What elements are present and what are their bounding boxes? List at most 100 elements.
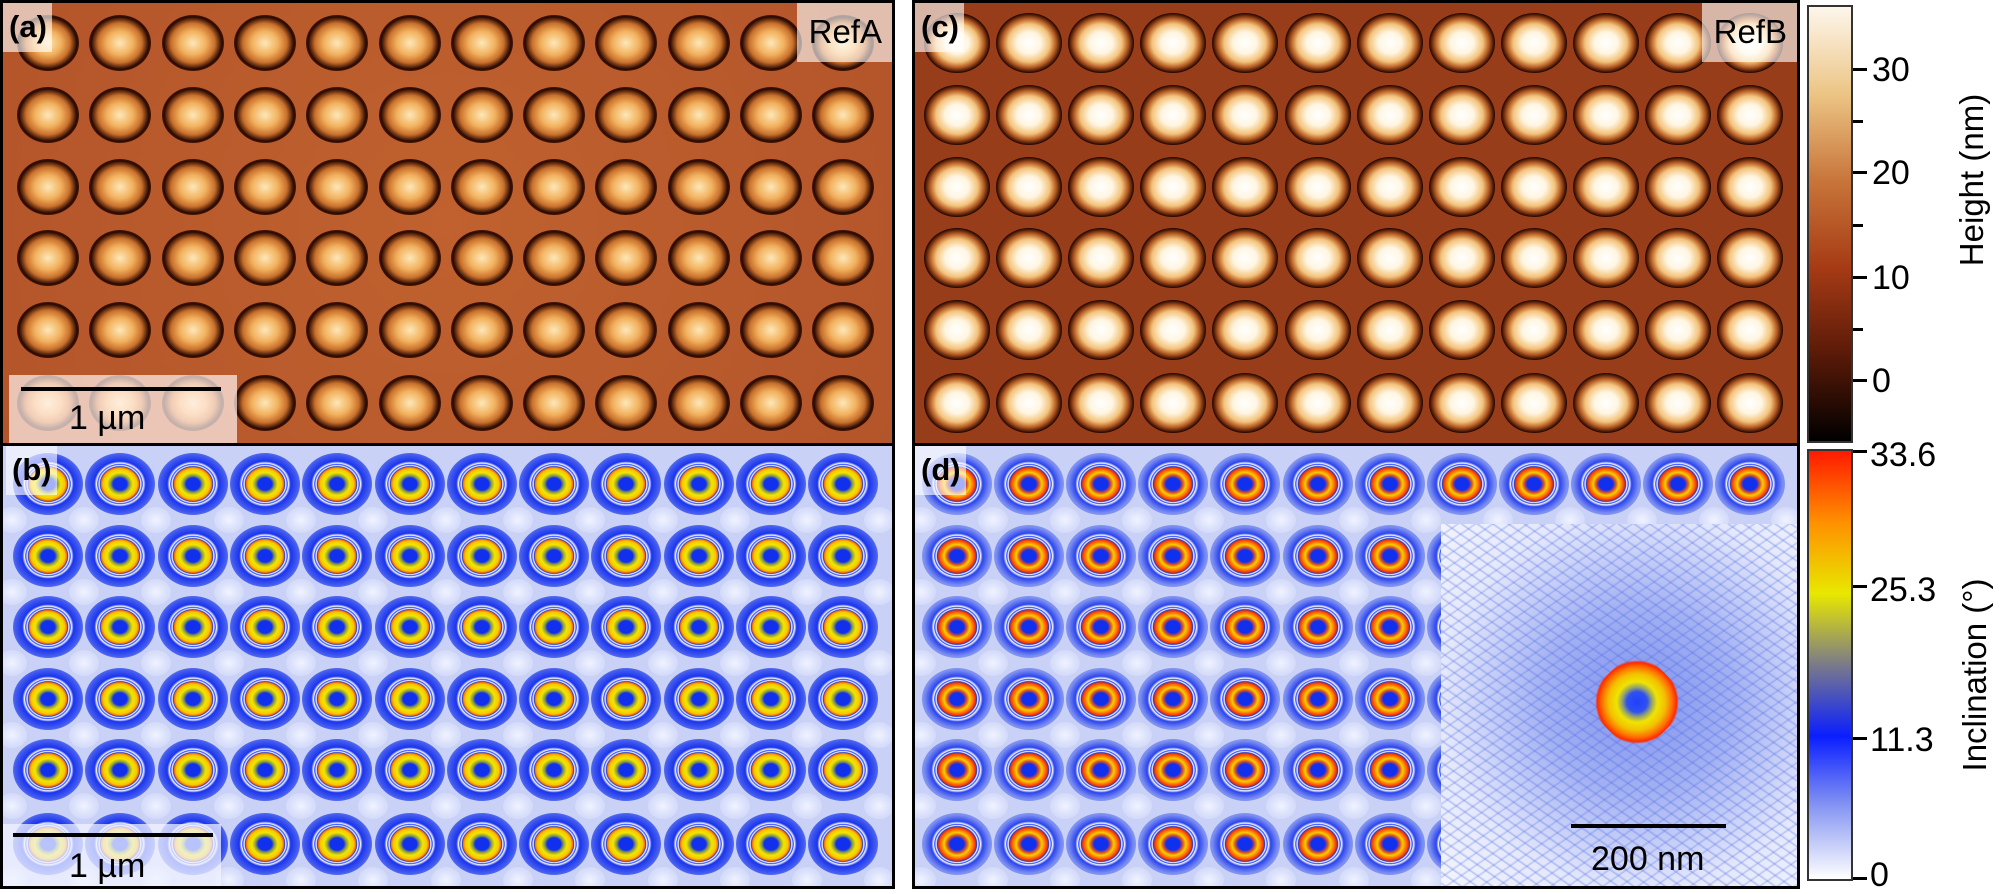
nanodot-bump (1717, 300, 1784, 360)
nanodot-inclination-ring (446, 525, 517, 587)
nanodot-bump (1500, 228, 1567, 288)
nanodot-inclination-ring (302, 739, 373, 801)
nanodot-inclination-ring (663, 596, 734, 658)
nanodot-bump (161, 159, 224, 215)
nanodot-bump (595, 375, 658, 431)
nanodot-bump (1645, 373, 1711, 433)
nanodot-inclination-ring (1282, 453, 1353, 515)
nanodot-inclination-ring (1354, 813, 1425, 875)
nanodot-inclination-ring (85, 453, 156, 515)
nanodot-inclination-ring (1570, 453, 1641, 515)
background-spot (430, 793, 461, 819)
nanodot-inclination-ring (229, 453, 300, 515)
nanodot-inclination-ring (519, 739, 590, 801)
nanodot-bump (812, 87, 875, 143)
nanodot-inclination-ring (1210, 453, 1281, 515)
nanodot-bump (1140, 228, 1207, 288)
panel-label-d: (d) (915, 446, 966, 495)
background-spot (978, 722, 1009, 748)
nanodot-inclination-ring (994, 813, 1065, 875)
background-spot (3, 793, 27, 819)
background-spot (1194, 722, 1225, 748)
nanodot-bump (1068, 228, 1135, 288)
background-spot (1410, 867, 1441, 886)
nanodot-bump (523, 230, 586, 286)
background-spot (213, 507, 244, 533)
nanodot-bump (667, 302, 730, 358)
background-spot (792, 650, 823, 676)
background-spot (1122, 722, 1153, 748)
background-spot (915, 650, 936, 676)
background-spot (792, 507, 823, 533)
nanodot-inclination-ring (1138, 596, 1209, 658)
nanodot-bump (740, 15, 802, 71)
background-spot (864, 650, 892, 676)
nanodot-bump (1068, 157, 1135, 217)
nanodot-bump (1500, 13, 1567, 73)
tick (1853, 877, 1867, 880)
nanodot-inclination-ring (229, 668, 300, 730)
height-colorbar-title: Height (nm) (1953, 93, 1990, 267)
background-spot (1410, 650, 1441, 676)
nanodot-bump (306, 230, 369, 286)
nanodot-inclination-ring (229, 739, 300, 801)
nanodot-bump (1212, 373, 1279, 433)
background-spot (915, 793, 936, 819)
background-spot (1266, 579, 1297, 605)
nanodot-inclination-ring (157, 668, 228, 730)
minor-tick (1853, 120, 1863, 123)
nanodot-bump (1140, 373, 1207, 433)
nanodot-bump (450, 302, 513, 358)
background-spot (141, 579, 172, 605)
nanodot-bump (1212, 13, 1279, 73)
nanodot-inclination-ring (663, 739, 734, 801)
nanodot-inclination-ring (1066, 596, 1137, 658)
height-tick-label: 20 (1872, 154, 1910, 192)
background-spot (358, 579, 389, 605)
nanodot-bump (924, 157, 990, 217)
background-spot (1338, 867, 1369, 886)
nanodot-bump (595, 230, 658, 286)
background-spot (213, 867, 244, 886)
nanodot-bump (1140, 13, 1207, 73)
background-spot (1410, 507, 1441, 533)
background-spot (1266, 650, 1297, 676)
nanodot-inclination-ring (591, 453, 662, 515)
height-tick-label: 30 (1872, 51, 1910, 89)
background-spot (1050, 579, 1081, 605)
nanodot-inclination-ring (1282, 668, 1353, 730)
nanodot-bump (1645, 157, 1711, 217)
background-spot (286, 650, 317, 676)
nanodot-bump (1212, 300, 1279, 360)
nanodot-inclination-ring (519, 668, 590, 730)
nanodot-inclination-ring (374, 596, 445, 658)
nanodot-inclination-ring (446, 813, 517, 875)
background-spot (792, 579, 823, 605)
tick (1853, 379, 1867, 382)
background-spot (213, 793, 244, 819)
nanodot-bump (1645, 228, 1711, 288)
background-spot (1338, 579, 1369, 605)
background-spot (1194, 793, 1225, 819)
background-spot (286, 867, 317, 886)
nanodot-bump (17, 230, 79, 286)
background-spot (3, 579, 27, 605)
nanodot-bump (812, 375, 875, 431)
nanodot-inclination-ring (85, 668, 156, 730)
background-spot (1194, 650, 1225, 676)
sample-tag-refb: RefB (1701, 3, 1797, 62)
nanodot-bump (1068, 85, 1135, 145)
nanodot-bump (1212, 228, 1279, 288)
nanodot-bump (595, 87, 658, 143)
nanodot-inclination-ring (922, 668, 992, 730)
background-spot (864, 867, 892, 886)
nanodot-bump (667, 159, 730, 215)
background-spot (286, 579, 317, 605)
background-spot (575, 650, 606, 676)
background-spot (792, 722, 823, 748)
nanodot-bump (1356, 13, 1423, 73)
background-spot (213, 650, 244, 676)
nanodot-inclination-ring (1282, 813, 1353, 875)
nanodot-bump (1212, 157, 1279, 217)
nanodot-inclination-ring (13, 596, 83, 658)
